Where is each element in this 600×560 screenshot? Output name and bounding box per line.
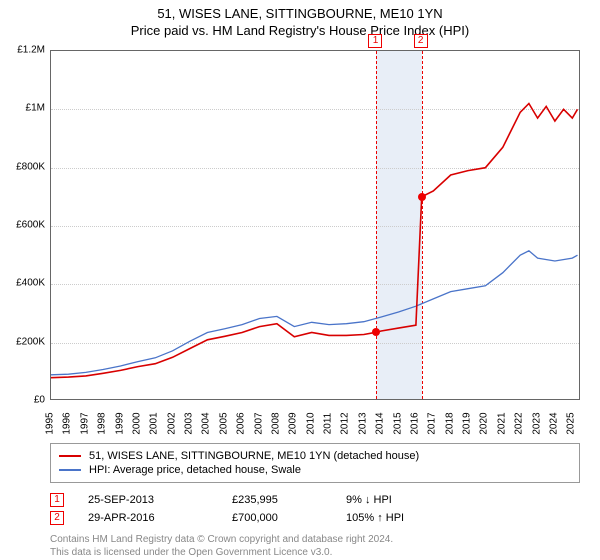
x-tick-label: 2000 [131,412,142,434]
x-tick-label: 2002 [166,412,177,434]
x-tick-label: 2015 [392,412,403,434]
footer-line1: Contains HM Land Registry data © Crown c… [50,533,580,546]
x-tick-label: 1997 [79,412,90,434]
x-tick-label: 2020 [479,412,490,434]
x-tick-label: 2011 [323,413,334,435]
sales-price-2: £700,000 [232,512,322,524]
sales-row-1: 1 25-SEP-2013 £235,995 9% ↓ HPI [50,491,580,509]
x-tick-label: 2007 [253,412,264,434]
x-tick-label: 2023 [531,412,542,434]
x-tick-label: 2013 [357,412,368,434]
sales-marker-2: 2 [50,511,64,525]
legend-row-red: 51, WISES LANE, SITTINGBOURNE, ME10 1YN … [59,449,571,463]
chart-title-line2: Price paid vs. HM Land Registry's House … [0,21,600,38]
x-tick-label: 2006 [236,412,247,434]
x-tick-label: 2004 [201,412,212,434]
x-tick-label: 2003 [184,412,195,434]
legend-row-blue: HPI: Average price, detached house, Swal… [59,463,571,477]
x-tick-label: 1999 [114,412,125,434]
series-red-line [51,104,578,378]
x-tick-label: 2024 [548,412,559,434]
sales-table: 1 25-SEP-2013 £235,995 9% ↓ HPI 2 29-APR… [50,491,580,527]
y-tick-label: £600K [16,220,45,231]
sale-marker-box: 1 [368,34,382,48]
sales-rel-2: 105% ↑ HPI [346,512,436,524]
legend-box: 51, WISES LANE, SITTINGBOURNE, ME10 1YN … [50,443,580,483]
footer-note: Contains HM Land Registry data © Crown c… [50,533,580,559]
x-tick-label: 2017 [427,412,438,434]
x-tick-label: 2014 [375,412,386,434]
y-tick-label: £800K [16,161,45,172]
x-tick-label: 2012 [340,412,351,434]
sale-dot [418,193,426,201]
x-tick-label: 2019 [462,412,473,434]
x-tick-label: 2008 [270,412,281,434]
x-tick-label: 2021 [496,412,507,434]
legend-label-red: 51, WISES LANE, SITTINGBOURNE, ME10 1YN … [89,450,419,462]
x-tick-label: 2005 [218,412,229,434]
legend-swatch-red [59,455,81,457]
x-tick-label: 2010 [305,412,316,434]
sales-marker-1: 1 [50,493,64,507]
sale-marker-box: 2 [414,34,428,48]
sale-dot [372,328,380,336]
sales-date-2: 29-APR-2016 [88,512,208,524]
y-tick-label: £200K [16,336,45,347]
sales-price-1: £235,995 [232,494,322,506]
x-tick-label: 2025 [566,412,577,434]
x-tick-label: 2018 [444,412,455,434]
x-tick-label: 1998 [97,412,108,434]
y-tick-label: £1M [26,103,45,114]
y-tick-label: £400K [16,278,45,289]
x-tick-label: 1996 [62,412,73,434]
legend-label-blue: HPI: Average price, detached house, Swal… [89,464,301,476]
x-tick-label: 1995 [45,412,56,434]
y-tick-label: £0 [34,395,45,406]
chart-title-line1: 51, WISES LANE, SITTINGBOURNE, ME10 1YN [0,0,600,21]
x-tick-label: 2022 [514,412,525,434]
y-tick-label: £1.2M [17,45,45,56]
x-tick-label: 2001 [149,412,160,434]
legend-swatch-blue [59,469,81,471]
legend-and-footer: 51, WISES LANE, SITTINGBOURNE, ME10 1YN … [50,443,580,559]
sales-rel-1: 9% ↓ HPI [346,494,436,506]
sales-row-2: 2 29-APR-2016 £700,000 105% ↑ HPI [50,509,580,527]
sales-date-1: 25-SEP-2013 [88,494,208,506]
series-blue-line [51,251,578,375]
x-tick-label: 2009 [288,412,299,434]
chart-plot-area [50,50,580,400]
x-tick-label: 2016 [409,412,420,434]
footer-line2: This data is licensed under the Open Gov… [50,546,580,559]
